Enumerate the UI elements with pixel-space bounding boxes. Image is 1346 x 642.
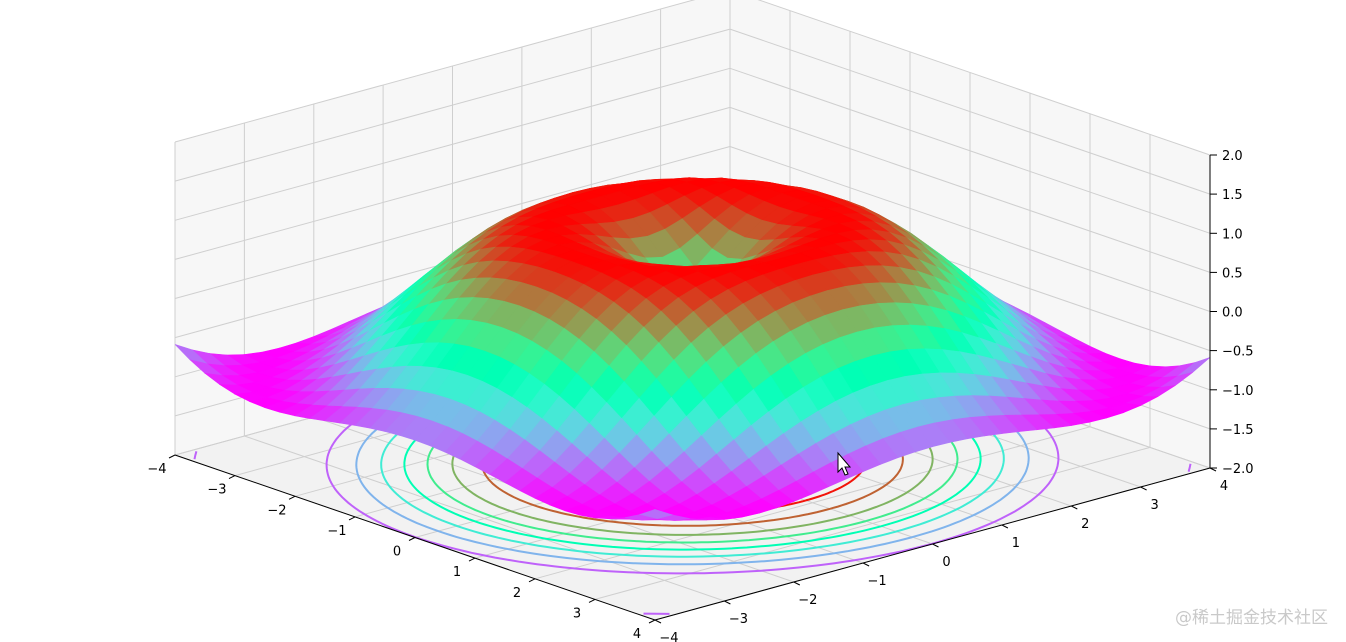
- x-tick: [228, 475, 236, 480]
- z-tick-label: 1.0: [1222, 227, 1243, 242]
- z-tick-label: −0.5: [1222, 345, 1254, 360]
- arrow-cursor-icon: [837, 451, 852, 476]
- tick-labels: −4 4 −3 3 −2 2 −1 1 0 0 1 −1 2 −2 3 −3 4 −4 −2.0 −1.5 −1.0 −0…: [147, 149, 1253, 642]
- grid-line: [534, 426, 1091, 580]
- z-tick-label: −2.0: [1222, 462, 1254, 477]
- grid-line: [729, 67, 1211, 234]
- y-tick-label: 1: [1012, 536, 1020, 551]
- z-tick-label: 0.5: [1222, 266, 1243, 281]
- x-tick: [528, 578, 536, 583]
- surface-plot: [174, 177, 1211, 521]
- grid-line: [174, 28, 731, 182]
- x-tick: [348, 516, 356, 521]
- x-tick-label: 0: [393, 545, 401, 560]
- x-tick: [168, 454, 176, 459]
- y-tick-label: −2: [798, 593, 817, 608]
- y-tick: [654, 619, 662, 624]
- z-tick-label: 2.0: [1222, 149, 1243, 164]
- x-tick: [288, 495, 296, 500]
- grid-line: [174, 67, 731, 221]
- x-tick: [468, 557, 476, 562]
- x-tick-label: 4: [633, 627, 641, 642]
- y-tick-label: 0: [942, 555, 950, 570]
- x-tick-label: 3: [573, 606, 581, 621]
- grid-line: [729, 28, 1211, 195]
- grid-line: [757, 0, 1211, 156]
- x-tick-label: −2: [267, 503, 286, 518]
- x-tick-label: −4: [147, 462, 166, 477]
- x-tick-label: 2: [513, 586, 521, 601]
- x-tick: [408, 537, 416, 541]
- y-tick: [862, 562, 870, 567]
- y-tick-label: −4: [659, 631, 678, 642]
- y-tick-label: 3: [1150, 498, 1158, 513]
- watermark: @稀土掘金技术社区: [1175, 608, 1328, 628]
- y-tick: [1140, 486, 1147, 491]
- surface-patch: [638, 509, 674, 519]
- axis-lines: [168, 154, 1217, 624]
- z-tick-label: −1.0: [1222, 384, 1254, 399]
- grid-line: [729, 106, 1211, 273]
- z-tick-label: 0.0: [1222, 306, 1243, 321]
- x-tick-label: 1: [453, 565, 461, 580]
- grid-line: [729, 146, 1211, 312]
- x-tick: [588, 598, 596, 603]
- y-tick-label: −1: [868, 574, 887, 589]
- grid-line: [174, 106, 731, 260]
- y-tick-label: 2: [1081, 517, 1089, 532]
- y-tick: [724, 600, 731, 605]
- y-tick: [932, 543, 939, 548]
- z-tick-label: −1.5: [1222, 423, 1254, 438]
- y-tick-label: −3: [729, 612, 748, 627]
- grid-line: [174, 0, 696, 143]
- y-tick: [1001, 524, 1009, 529]
- grid-line: [174, 146, 731, 299]
- x-tick-label: −1: [327, 524, 346, 539]
- y-tick-label: 4: [1220, 479, 1228, 494]
- y-tick: [793, 581, 801, 586]
- z-tick-label: 1.5: [1222, 188, 1243, 203]
- y-tick: [1071, 505, 1078, 510]
- contour-line: [193, 308, 1192, 615]
- x-tick: [648, 619, 656, 624]
- x-tick-label: −3: [207, 483, 226, 498]
